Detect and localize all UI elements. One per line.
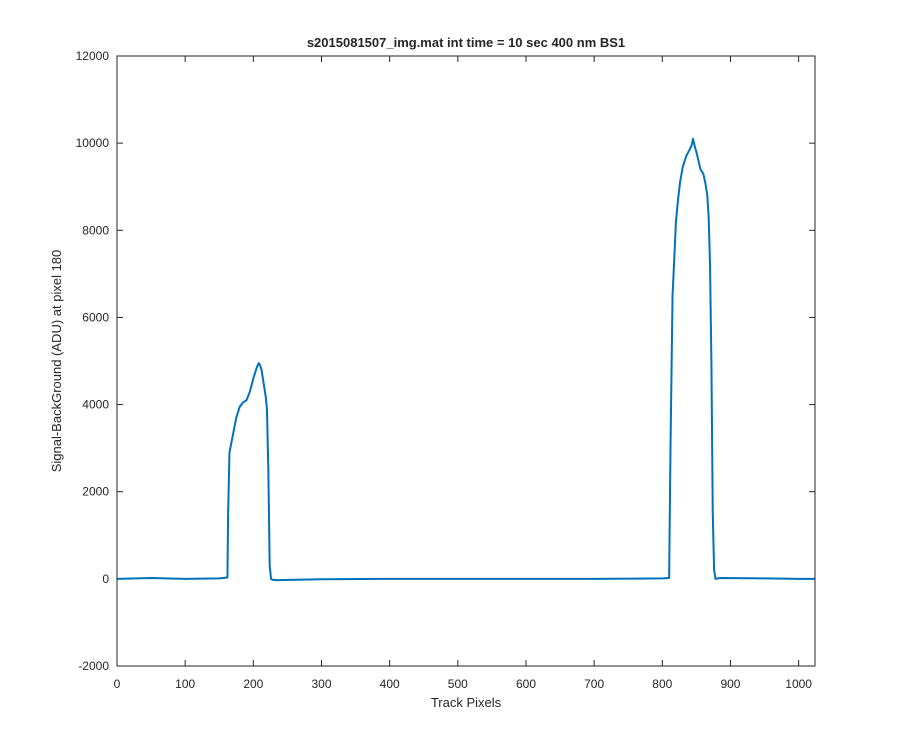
chart-title: s2015081507_img.mat int time = 10 sec 40… xyxy=(307,35,625,50)
axes-box xyxy=(116,55,816,667)
x-tick-label: 300 xyxy=(311,677,331,691)
y-tick-label: 10000 xyxy=(76,136,110,150)
x-tick-label: 600 xyxy=(516,677,536,691)
x-tick-label: 200 xyxy=(243,677,263,691)
x-tick-label: 100 xyxy=(175,677,195,691)
y-tick-label: 6000 xyxy=(82,310,109,324)
x-tick-label: 800 xyxy=(652,677,672,691)
y-tick-label: 2000 xyxy=(82,485,109,499)
x-tick-label: 400 xyxy=(380,677,400,691)
x-tick-label: 900 xyxy=(720,677,740,691)
y-tick-label: 8000 xyxy=(82,223,109,237)
y-tick-label: 0 xyxy=(102,572,109,586)
series-layer xyxy=(116,137,815,582)
x-tick-label: 700 xyxy=(584,677,604,691)
x-axis-label: Track Pixels xyxy=(431,695,502,710)
x-tick-label: 500 xyxy=(448,677,468,691)
axis-tick-labels: 0 100 200 300 400 500 600 700 800 900 1000 -2000 0 20… xyxy=(76,49,813,691)
series-line xyxy=(116,137,815,582)
y-tick-label: 4000 xyxy=(82,398,109,412)
y-tick-label: 12000 xyxy=(76,49,110,63)
y-tick-label: -2000 xyxy=(78,659,109,673)
x-tick-label: 1000 xyxy=(785,677,812,691)
x-tick-label: 0 xyxy=(114,677,121,691)
plot-area xyxy=(117,56,815,666)
y-axis-label: Signal-BackGround (ADU) at pixel 180 xyxy=(49,250,64,473)
